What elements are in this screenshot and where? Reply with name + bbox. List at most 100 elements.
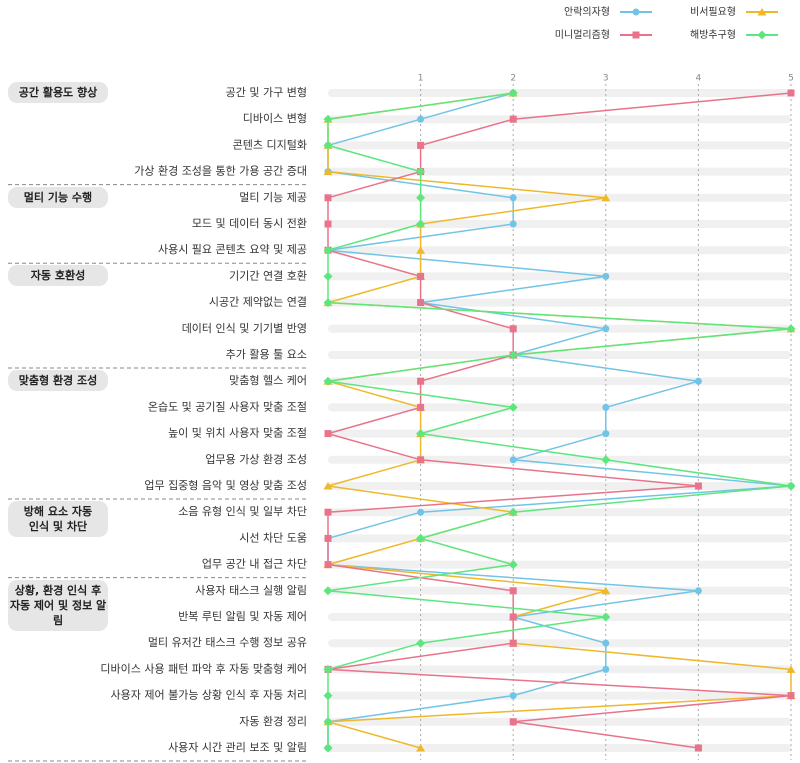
- row-band: [328, 508, 791, 517]
- row-band: [328, 298, 791, 307]
- point: [416, 533, 426, 543]
- point: [417, 456, 425, 464]
- row-label: 멀티 기능 제공: [239, 191, 307, 204]
- point: [602, 639, 610, 647]
- point: [508, 88, 518, 98]
- point: [416, 429, 426, 439]
- row-band: [328, 639, 791, 648]
- point: [508, 350, 518, 360]
- point: [787, 692, 795, 700]
- row-band: [328, 89, 791, 97]
- x-tick-label: 3: [603, 74, 609, 84]
- row-label: 자동 환경 정리: [239, 715, 307, 728]
- row-band: [328, 220, 791, 228]
- point: [417, 403, 425, 411]
- row-label: 맞춤형 헬스 케어: [229, 374, 307, 387]
- point: [323, 691, 333, 701]
- point: [509, 194, 517, 202]
- row-label: 사용시 필요 콘텐츠 요약 및 제공: [158, 242, 307, 256]
- row-band: [328, 324, 791, 333]
- row-label: 업무 집중형 음악 및 영상 맞춤 조성: [144, 479, 307, 492]
- group-label: 방해 요소 자동 인식 및 차단: [8, 501, 108, 538]
- point: [323, 245, 333, 255]
- row-label: 높이 및 위치 사용자 맞춤 조절: [168, 427, 307, 440]
- point: [601, 193, 611, 202]
- point: [509, 456, 517, 464]
- point: [416, 193, 426, 203]
- row-band: [328, 586, 791, 595]
- row-band: [328, 744, 791, 752]
- series-line: [325, 92, 792, 749]
- point: [509, 220, 517, 228]
- row-label: 반복 루틴 알림 및 자동 제어: [178, 609, 307, 623]
- point: [416, 638, 426, 648]
- point: [632, 31, 640, 39]
- point: [602, 272, 610, 280]
- row-band: [328, 272, 791, 281]
- row-band: [328, 717, 791, 726]
- point: [632, 8, 640, 16]
- row-band: [328, 691, 791, 700]
- row-label: 시공간 제약없는 연결: [209, 295, 307, 309]
- row-band: [328, 403, 791, 412]
- point: [323, 140, 333, 150]
- point: [323, 717, 333, 727]
- point: [509, 587, 517, 595]
- point: [323, 586, 333, 596]
- legend-label: 안락의자형: [564, 6, 610, 18]
- row-label: 디바이스 사용 패턴 파악 후 자동 맞춤형 케어: [100, 662, 307, 675]
- point: [323, 664, 333, 674]
- point: [417, 508, 425, 516]
- x-tick-label: 2: [510, 74, 516, 84]
- row-label: 소음 유형 인식 및 일부 차단: [178, 504, 307, 518]
- point: [757, 8, 767, 16]
- row-band: [328, 193, 791, 202]
- point: [509, 325, 517, 333]
- row-label: 기기간 연결 호환: [229, 269, 307, 282]
- row-band: [328, 665, 791, 674]
- point: [509, 639, 517, 647]
- point: [416, 167, 426, 177]
- point: [417, 272, 425, 280]
- group-label: 자동 호환성: [8, 265, 108, 287]
- point: [323, 298, 333, 308]
- row-band: [328, 560, 791, 569]
- point: [417, 115, 425, 123]
- point: [602, 430, 610, 438]
- point: [508, 560, 518, 570]
- series-line: [327, 92, 792, 748]
- legend-label: 비서필요형: [690, 6, 736, 18]
- row-band: [328, 534, 791, 543]
- row-label: 콘텐츠 디지털화: [233, 138, 307, 151]
- point: [786, 665, 796, 673]
- row-band: [328, 429, 791, 438]
- x-tick-label: 1: [418, 74, 424, 84]
- point: [416, 744, 426, 752]
- point: [324, 430, 332, 438]
- point: [417, 377, 425, 385]
- point: [324, 534, 332, 542]
- group-label: 맞춤형 환경 조성: [8, 370, 108, 392]
- point: [417, 141, 425, 149]
- row-band: [328, 351, 791, 359]
- point: [694, 587, 702, 595]
- point: [323, 743, 333, 753]
- row-label: 사용자 태스크 실행 알림: [195, 583, 307, 597]
- point: [324, 561, 332, 569]
- point: [416, 246, 426, 254]
- point: [508, 507, 518, 517]
- row-label: 데이터 인식 및 기기별 반영: [182, 322, 307, 335]
- point: [508, 402, 518, 412]
- point: [416, 219, 426, 229]
- row-label: 멀티 유저간 태스크 수행 정보 공유: [148, 636, 307, 649]
- series-line: [327, 92, 792, 748]
- row-label: 사용자 제어 불가능 상황 인식 후 자동 처리: [110, 689, 307, 702]
- point: [509, 115, 517, 123]
- row-band: [328, 482, 791, 490]
- row-band: [328, 167, 791, 176]
- point: [694, 482, 702, 490]
- point: [602, 665, 610, 673]
- row-label: 추가 활용 툴 요소: [226, 347, 307, 361]
- row-label: 업무 공간 내 접근 차단: [202, 558, 307, 571]
- point: [324, 508, 332, 516]
